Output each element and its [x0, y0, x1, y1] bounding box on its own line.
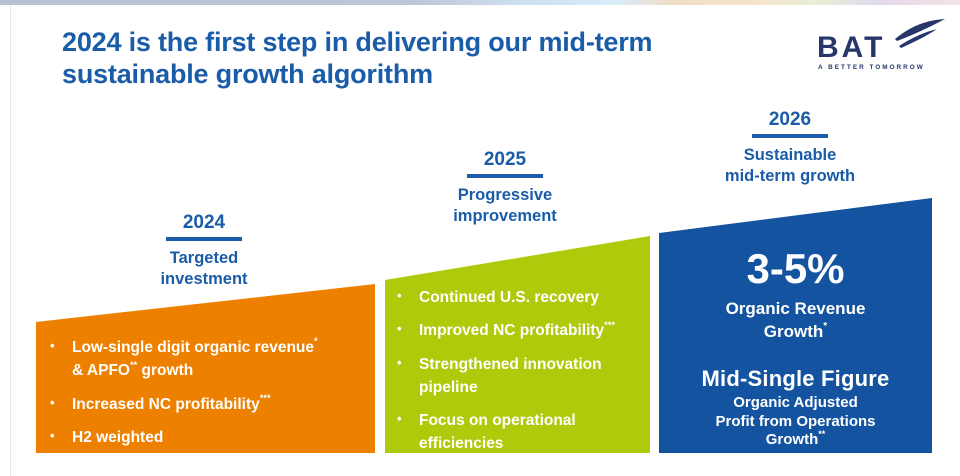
list-item: • H2 weighted	[50, 426, 361, 449]
slide-title-line1: 2024 is the first step in delivering our…	[62, 27, 653, 57]
bullet-icon: •	[50, 338, 55, 353]
bullet-text: Strengthened innovation pipeline	[419, 355, 602, 396]
list-item: • Strengthened innovation pipeline	[397, 353, 644, 400]
revenue-growth-figure: 3-5%	[746, 245, 845, 292]
list-item: • Improved NC profitability***	[397, 319, 644, 342]
left-edge-line	[10, 5, 11, 476]
bat-logo: BAT A BETTER TOMORROW	[817, 19, 945, 71]
list-item: • Focus on operational efficiencies	[397, 409, 644, 453]
block-2025-progressive-improvement: • Continued U.S. recovery • Improved NC …	[385, 236, 650, 453]
subtitle-2024: Targeted investment	[160, 249, 248, 289]
logo-swoosh-small-icon	[899, 29, 937, 48]
bullet-icon: •	[397, 411, 402, 426]
bullet-list-2025: • Continued U.S. recovery • Improved NC …	[385, 236, 650, 453]
list-item: • Low-single digit organic revenue* & APF…	[50, 336, 361, 383]
year-underline-2024	[166, 237, 242, 241]
bullet-text: Improved NC profitability***	[419, 319, 616, 340]
bullet-text: Low-single digit organic revenue* & APFO*…	[72, 336, 318, 380]
profit-growth-figure: Mid-Single Figure	[701, 365, 890, 391]
logo-swoosh-icon	[895, 19, 945, 41]
year-underline-2026	[752, 134, 828, 138]
top-border-strip	[0, 0, 960, 5]
header-2026: 2026 Sustainable mid-term growth	[698, 109, 882, 187]
year-label-2024: 2024	[182, 212, 226, 233]
slide-title: 2024 is the first step in delivering our…	[62, 26, 782, 91]
logo-wordmark: BAT	[817, 31, 885, 64]
block-2026-sustainable-growth: 3-5% Organic Revenue Growth* Mid-Single F…	[659, 198, 932, 453]
bullet-icon: •	[50, 394, 55, 410]
header-2025: 2025 Progressive improvement	[425, 149, 585, 227]
list-item: • Increased NC profitability***	[50, 393, 361, 416]
bullet-text: Focus on operational efficiencies	[419, 412, 576, 453]
bullet-list-2024: • Low-single digit organic revenue* & APF…	[36, 284, 375, 449]
profit-growth-caption: Organic Adjusted Profit from Operations Gr…	[715, 393, 876, 449]
revenue-growth-caption: Organic Revenue Growth*	[725, 299, 866, 341]
bullet-text: H2 weighted	[72, 428, 164, 446]
bullet-text: Continued U.S. recovery	[419, 289, 600, 306]
header-2024: 2024 Targeted investment	[124, 212, 284, 290]
bullet-icon: •	[397, 354, 402, 370]
subtitle-2026: Sustainable mid-term growth	[724, 146, 856, 186]
year-underline-2025	[467, 174, 543, 178]
bullet-icon: •	[397, 321, 402, 337]
logo-tagline: A BETTER TOMORROW	[818, 64, 925, 71]
subtitle-2025: Progressive improvement	[453, 186, 557, 226]
year-label-2026: 2026	[768, 109, 812, 130]
bullet-icon: •	[50, 427, 55, 443]
bullet-icon: •	[397, 288, 402, 303]
year-label-2025: 2025	[483, 149, 527, 170]
list-item: • Continued U.S. recovery	[397, 286, 644, 309]
slide-title-line2: sustainable growth algorithm	[62, 59, 433, 90]
block-2024-targeted-investment: • Low-single digit organic revenue* & APF…	[36, 284, 375, 453]
bullet-text: Increased NC profitability***	[72, 392, 271, 413]
